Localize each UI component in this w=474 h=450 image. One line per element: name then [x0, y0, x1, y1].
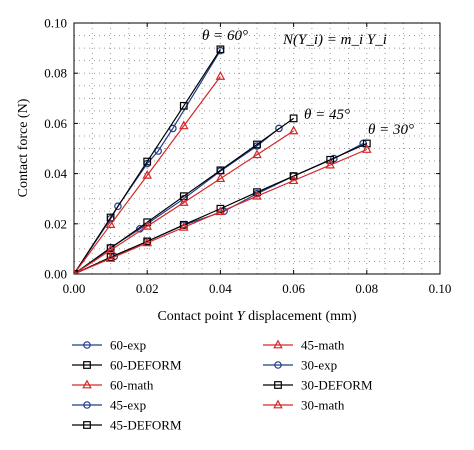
- y-tick-label: 0.08: [44, 66, 67, 81]
- data-point: [142, 169, 153, 179]
- series-line: [74, 117, 294, 274]
- annotation-theta-30: θ = 30°: [368, 122, 414, 138]
- data-point: [215, 206, 226, 216]
- legend-item-60-exp: 60-exp: [72, 338, 146, 353]
- legend-item-30-deform: 30-DEFORM: [263, 378, 373, 393]
- legend-marker: [274, 361, 282, 369]
- legend-marker: [83, 361, 91, 369]
- legend: 60-exp 60-DEFORM 60-math 45-exp 45-DEFORM 45-…: [72, 338, 373, 433]
- series-60-math: [74, 71, 226, 274]
- dotted-grid: [74, 23, 440, 274]
- data-point: [325, 159, 336, 169]
- data-point: [288, 175, 299, 185]
- legend-label: 30-exp: [301, 358, 337, 373]
- data-point: [142, 237, 153, 247]
- data-point: [252, 149, 262, 159]
- legend-item-60-math: 60-math: [72, 378, 154, 393]
- legend-item-60-deform: 60-DEFORM: [72, 358, 182, 373]
- y-axis-label: Contact force (N): [16, 98, 31, 197]
- data-point: [142, 220, 153, 230]
- x-tick-label: 0.04: [209, 281, 232, 296]
- data-point: [178, 221, 189, 231]
- data-point: [105, 219, 116, 228]
- y-tick-label: 0.00: [44, 267, 67, 282]
- data-point: [361, 144, 372, 153]
- series-30-math: [74, 144, 372, 274]
- legend-label: 45-exp: [110, 398, 146, 413]
- data-point: [253, 188, 261, 197]
- legend-label: 60-exp: [110, 338, 146, 353]
- legend-marker: [273, 339, 283, 349]
- annotation-theta-45: θ = 45°: [304, 107, 350, 123]
- data-point: [326, 155, 335, 164]
- x-axis-label: Contact point Y displacement (mm): [157, 309, 356, 324]
- series-45-deform: [74, 114, 298, 274]
- legend-item-45-exp: 45-exp: [72, 398, 146, 413]
- x-tick-label: 0.08: [355, 281, 378, 296]
- data-point: [179, 101, 188, 110]
- legend-marker: [82, 379, 92, 389]
- legend-item-30-exp: 30-exp: [263, 358, 337, 373]
- legend-item-45-math: 45-math: [263, 338, 345, 353]
- annotation-theta-60: θ = 60°: [202, 28, 248, 44]
- series-line: [74, 148, 368, 274]
- data-point: [215, 71, 226, 80]
- data-point: [275, 124, 283, 133]
- y-tick-label: 0.10: [44, 16, 67, 31]
- series-layer: [74, 45, 372, 274]
- legend-label: 30-math: [301, 398, 345, 413]
- legend-item-30-math: 30-math: [263, 398, 345, 413]
- data-point: [289, 172, 298, 181]
- x-tick-label: 0.10: [429, 281, 452, 296]
- y-tick-label: 0.06: [44, 116, 67, 131]
- legend-marker: [83, 421, 91, 429]
- data-point: [216, 45, 225, 54]
- x-tick-label: 0.02: [136, 281, 159, 296]
- legend-label: 45-DEFORM: [110, 418, 182, 433]
- data-point: [105, 244, 116, 254]
- legend-label: 45-math: [301, 338, 345, 353]
- data-point: [215, 173, 226, 183]
- data-point: [105, 252, 116, 262]
- legend-label: 30-DEFORM: [301, 378, 373, 393]
- data-point: [252, 190, 262, 200]
- legend-marker: [273, 399, 283, 409]
- series-60-deform: [74, 45, 225, 274]
- legend-item-45-deform: 45-DEFORM: [72, 418, 182, 433]
- data-point: [178, 120, 189, 130]
- data-point: [289, 114, 298, 123]
- legend-label: 60-math: [110, 378, 154, 393]
- x-tick-label: 0.00: [63, 281, 86, 296]
- data-point: [154, 147, 162, 155]
- series-line: [74, 76, 221, 274]
- data-point: [253, 140, 261, 149]
- data-point: [288, 125, 299, 135]
- series-line: [74, 130, 294, 274]
- series-45-math: [74, 125, 299, 274]
- data-point: [114, 202, 122, 211]
- data-point: [362, 139, 371, 148]
- y-tick-label: 0.04: [44, 166, 67, 181]
- x-tick-label: 0.06: [282, 281, 305, 296]
- legend-marker: [83, 341, 91, 349]
- data-point: [143, 157, 152, 166]
- series-line: [74, 49, 221, 274]
- y-tick-label: 0.02: [44, 216, 67, 231]
- plot-frame: [73, 22, 441, 275]
- legend-marker: [83, 401, 91, 409]
- series-line: [74, 50, 221, 274]
- legend-marker: [274, 381, 282, 389]
- data-point: [179, 220, 188, 229]
- legend-label: 60-DEFORM: [110, 358, 182, 373]
- data-point: [178, 197, 189, 206]
- annotation-formula: N(Y_i) = m_i Y_i: [282, 32, 387, 48]
- data-point: [74, 268, 77, 274]
- axis-ticks: 0.00 0.02 0.04 0.06 0.08 0.10 0.00 0.02 0.04 0.06…: [44, 16, 451, 297]
